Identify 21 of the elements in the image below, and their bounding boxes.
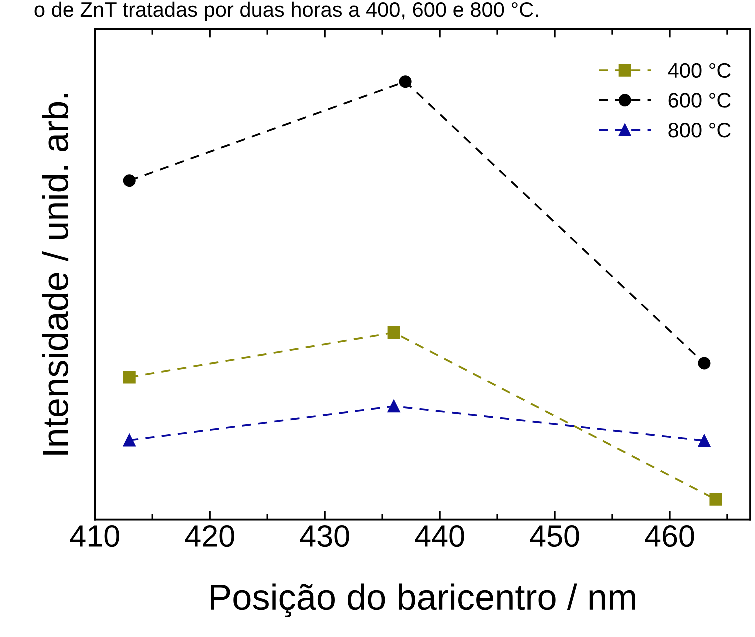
point (123, 174, 136, 188)
legend-label: 600 °C (668, 93, 731, 108)
chart-title: o de ZnT tratadas por duas horas a 400, 600 e 800 °C. (34, 2, 538, 22)
x-tick-label: 460 (645, 525, 694, 548)
y-axis-title: Intensidade / unid. arb. (42, 94, 69, 455)
x-tick-label: 440 (415, 525, 464, 548)
x-tick-label: 430 (300, 525, 350, 548)
point (123, 371, 136, 384)
x-tick-label: 410 (70, 525, 120, 548)
point (388, 400, 400, 413)
legend-label: 800 °C (668, 122, 731, 138)
point (123, 434, 136, 447)
x-tick-label: 420 (185, 525, 234, 548)
point (399, 76, 412, 88)
x-tick-label: 450 (530, 525, 580, 548)
point (698, 357, 711, 370)
x-axis-title: Posição do baricentro / nm (211, 584, 636, 618)
legend-label: 400 °C (668, 63, 731, 78)
point (698, 434, 711, 448)
point (388, 326, 400, 340)
point (710, 493, 722, 506)
